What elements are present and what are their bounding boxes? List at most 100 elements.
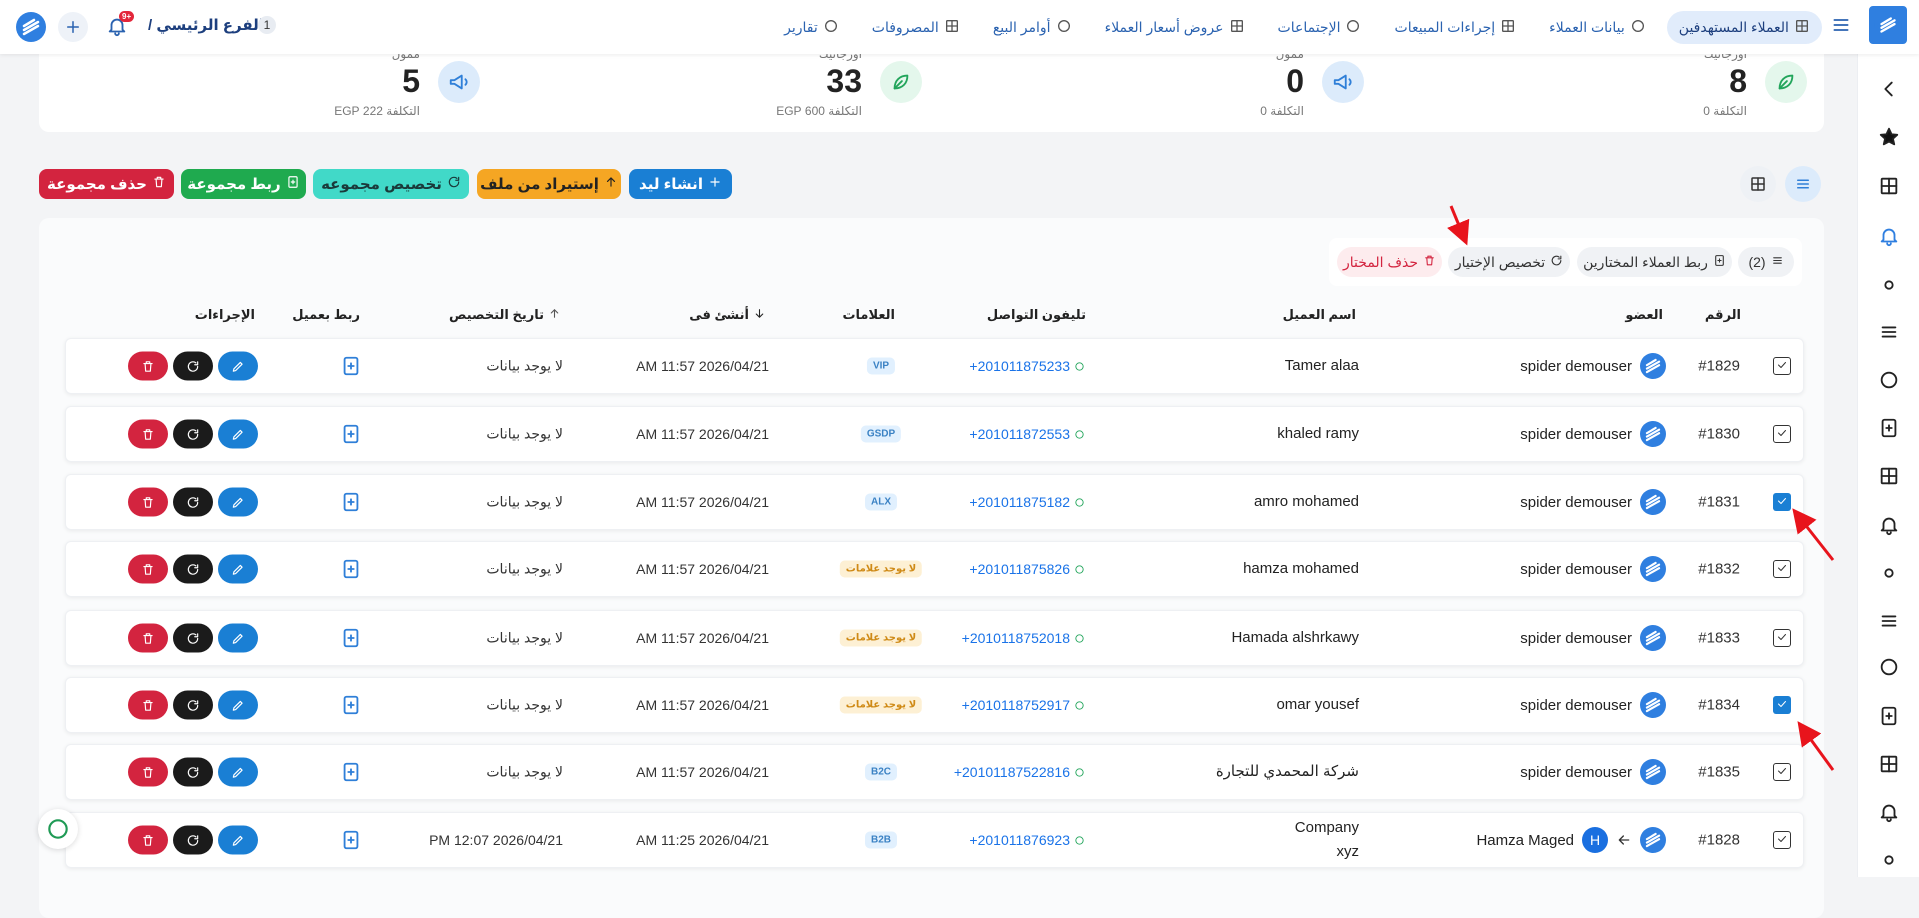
link-client[interactable] [340, 491, 362, 513]
row-checkbox[interactable] [1773, 629, 1791, 647]
phone-number[interactable]: +201011872553 [969, 426, 1070, 442]
edit-button[interactable] [218, 623, 258, 653]
sidebar-icon[interactable] [1878, 562, 1900, 589]
nav-item[interactable]: العملاء المستهدفين [1666, 10, 1822, 44]
edit-button[interactable] [218, 351, 258, 381]
reassign-button[interactable] [173, 419, 213, 449]
link-client[interactable] [340, 694, 362, 716]
delete-button[interactable] [128, 554, 168, 584]
edit-button[interactable] [218, 419, 258, 449]
branch-name[interactable]: الفرع الرئيسي / [148, 17, 264, 34]
delete-button[interactable] [128, 623, 168, 653]
sidebar-icon[interactable] [1878, 753, 1900, 780]
sidebar-icon[interactable] [1878, 126, 1900, 153]
phone-number[interactable]: +201011875233 [969, 358, 1070, 374]
sidebar-icon[interactable] [1878, 225, 1900, 252]
phone-number[interactable]: +2010118752018 [961, 630, 1070, 646]
delete-button[interactable] [128, 757, 168, 787]
sidebar-icon[interactable] [1878, 175, 1900, 202]
delete-button[interactable] [128, 351, 168, 381]
row-checkbox[interactable] [1773, 831, 1791, 849]
nav-item[interactable]: عروض أسعار العملاء [1093, 11, 1257, 44]
edit-button[interactable] [218, 554, 258, 584]
sidebar-icon[interactable] [1878, 274, 1900, 301]
sidebar-icon[interactable] [1878, 801, 1900, 828]
icon-part [1551, 255, 1562, 266]
sidebar-icon[interactable] [1878, 705, 1900, 732]
nav-item[interactable]: إجراءات المبيعات [1383, 11, 1529, 44]
brand-logo [16, 12, 46, 47]
link-client[interactable] [340, 761, 362, 783]
reassign-button[interactable] [173, 351, 213, 381]
sidebar-icon[interactable] [1878, 610, 1900, 637]
column-header[interactable]: أنشئ فى [689, 307, 766, 323]
action-button[interactable]: ربط مجموعة [181, 169, 306, 199]
menu-icon[interactable] [1831, 15, 1851, 40]
link-client[interactable] [340, 829, 362, 851]
nav-item[interactable]: الإجتماعات [1266, 11, 1374, 44]
icon-part [1778, 498, 1786, 504]
icon-part [1778, 701, 1786, 707]
row-checkbox[interactable] [1773, 560, 1791, 578]
add-button[interactable] [58, 12, 88, 42]
nav-label: الإجتماعات [1277, 18, 1341, 35]
edit-button[interactable] [218, 825, 258, 855]
delete-button[interactable] [128, 487, 168, 517]
row-checkbox[interactable] [1773, 696, 1791, 714]
sidebar-icon[interactable] [1878, 656, 1900, 683]
delete-button[interactable] [128, 825, 168, 855]
selection-count[interactable]: (2) [1738, 247, 1794, 277]
created-at: 2026/04/21 11:57 AM [636, 697, 769, 713]
row-checkbox[interactable] [1773, 493, 1791, 511]
delete-button[interactable] [128, 690, 168, 720]
nav-item[interactable]: بيانات العملاء [1537, 11, 1658, 44]
sidebar-icon[interactable] [1878, 514, 1900, 541]
reassign-button[interactable] [173, 825, 213, 855]
column-header[interactable]: تاريخ التخصيص [449, 307, 561, 323]
reassign-button[interactable] [173, 757, 213, 787]
nav-item[interactable]: تقارير [772, 11, 851, 44]
row-checkbox[interactable] [1773, 763, 1791, 781]
reassign-button[interactable] [173, 690, 213, 720]
sidebar-icon[interactable] [1878, 465, 1900, 492]
selection-delete[interactable]: حذف المختار [1337, 247, 1442, 277]
row-checkbox[interactable] [1773, 357, 1791, 375]
reassign-button[interactable] [173, 487, 213, 517]
icon-part [1884, 855, 1894, 865]
link-client[interactable] [340, 627, 362, 649]
phone-number[interactable]: +2010118752917 [961, 697, 1070, 713]
icon-part [1640, 489, 1666, 515]
reassign-button[interactable] [173, 623, 213, 653]
sidebar-icon[interactable] [1878, 321, 1900, 348]
selection-link[interactable]: ربط العملاء المختارين [1577, 247, 1732, 277]
edit-button[interactable] [218, 487, 258, 517]
nav-item[interactable]: المصروفات [860, 11, 972, 44]
sidebar-icon[interactable] [1878, 417, 1900, 444]
icon-part [187, 766, 199, 778]
link-client[interactable] [340, 355, 362, 377]
phone-number[interactable]: +20101187522816 [953, 764, 1070, 780]
action-button[interactable]: انشاء ليد [629, 169, 732, 199]
delete-button[interactable] [128, 419, 168, 449]
list-view-toggle[interactable] [1785, 166, 1821, 202]
edit-button[interactable] [218, 757, 258, 787]
grid-view-toggle[interactable] [1740, 166, 1776, 202]
reassign-button[interactable] [173, 554, 213, 584]
edit-button[interactable] [218, 690, 258, 720]
action-button[interactable]: تخصيص مجموعه [313, 169, 469, 199]
row-checkbox[interactable] [1773, 425, 1791, 443]
action-button[interactable]: إستيراد من ملف [477, 169, 621, 199]
selection-assign[interactable]: تخصيص الإختيار [1448, 247, 1570, 277]
link-client[interactable] [340, 423, 362, 445]
phone-number[interactable]: +201011875182 [969, 494, 1070, 510]
action-button[interactable]: حذف مجموعة [39, 169, 174, 199]
member-cell: spider demouser [1520, 489, 1666, 515]
phone-number[interactable]: +201011875826 [969, 561, 1070, 577]
icon-part [187, 428, 199, 440]
phone-number[interactable]: +201011876923 [969, 832, 1070, 848]
sidebar-icon[interactable] [1878, 369, 1900, 396]
sidebar-icon[interactable] [1878, 849, 1900, 876]
link-client[interactable] [340, 558, 362, 580]
nav-item[interactable]: أوامر البيع [981, 11, 1084, 44]
sidebar-icon[interactable] [1878, 78, 1900, 105]
